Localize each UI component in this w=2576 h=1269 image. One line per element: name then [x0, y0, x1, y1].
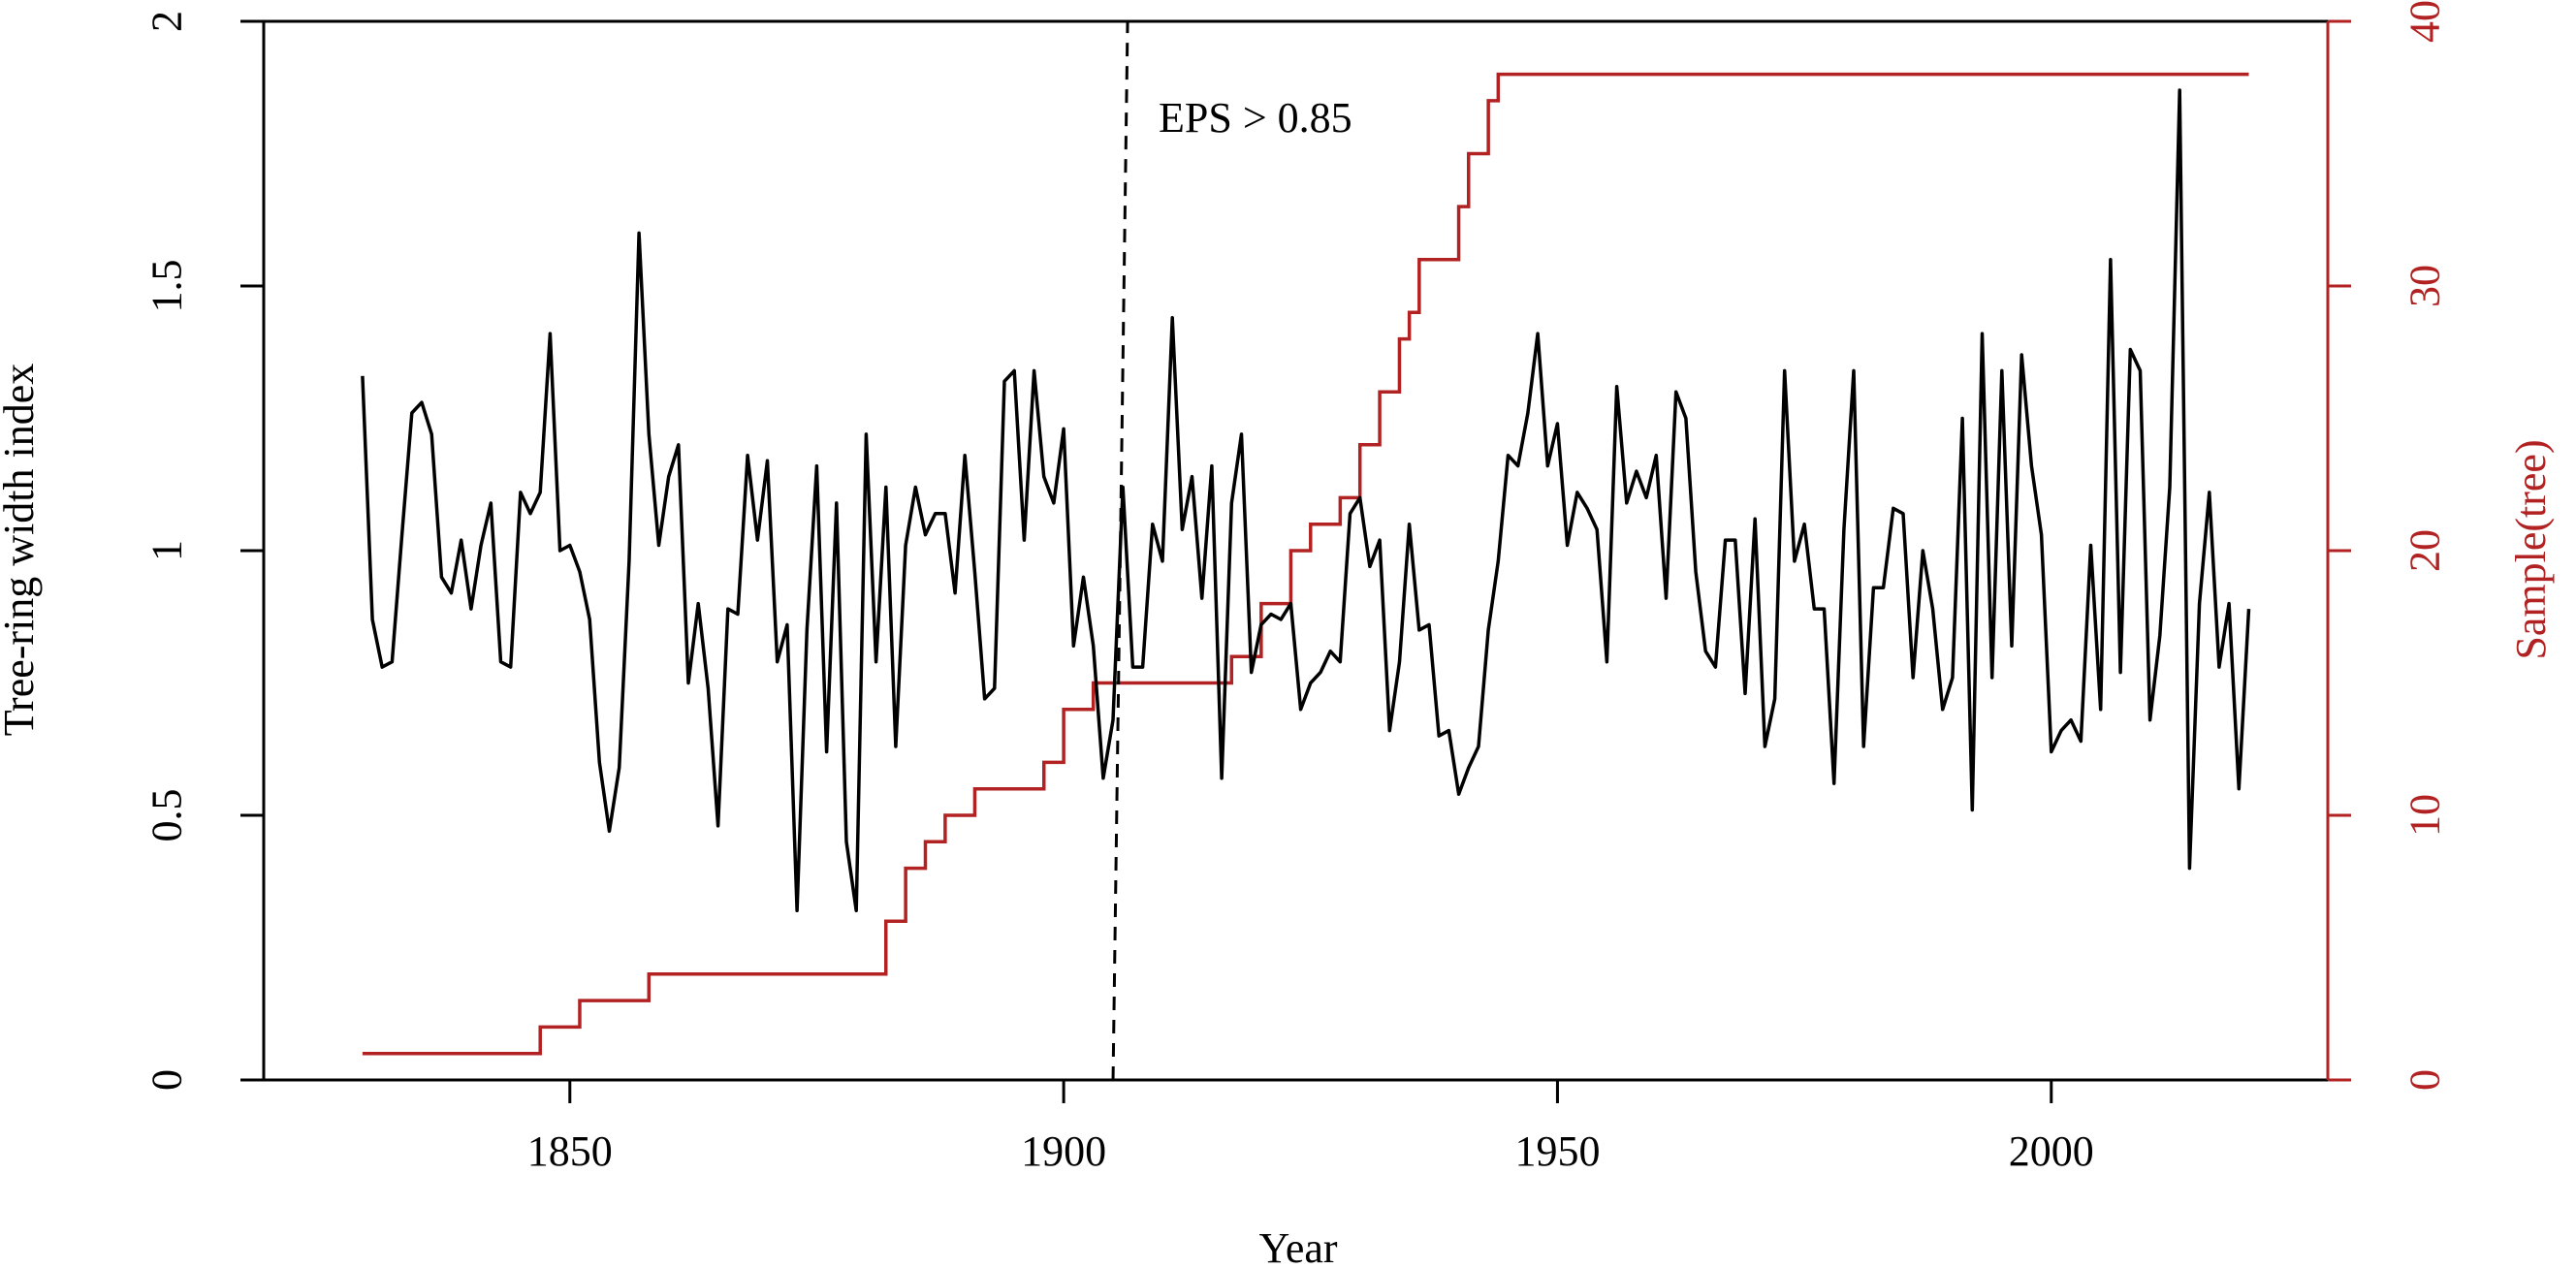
plot-area: [361, 20, 2251, 1081]
y-right-tick-label: 40: [2401, 0, 2449, 43]
y-axis-label: Tree-ring width index: [0, 364, 43, 737]
y-tick-label: 0: [143, 1069, 191, 1091]
y-right-tick-label: 30: [2401, 265, 2449, 307]
x-tick-label: 1850: [527, 1127, 613, 1175]
y-right-tick-label: 0: [2401, 1069, 2449, 1091]
y-right-tick-label: 10: [2401, 794, 2449, 837]
y-tick-label: 0.5: [143, 789, 191, 842]
x-axis-label: Year: [1258, 1224, 1337, 1269]
y-right-tick-label: 20: [2401, 529, 2449, 572]
eps-annotation: EPS > 0.85: [1159, 94, 1352, 142]
x-tick-label: 1950: [1514, 1127, 1600, 1175]
y-tick-label: 2: [143, 11, 191, 32]
y-tick-label: 1.5: [143, 260, 191, 313]
y-axis-label-right: Sample(tree): [2507, 439, 2555, 659]
x-tick-label: 2000: [2009, 1127, 2094, 1175]
tree-ring-index-line: [361, 88, 2251, 913]
y-tick-label: 1: [143, 540, 191, 561]
x-tick-label: 1900: [1021, 1127, 1106, 1175]
